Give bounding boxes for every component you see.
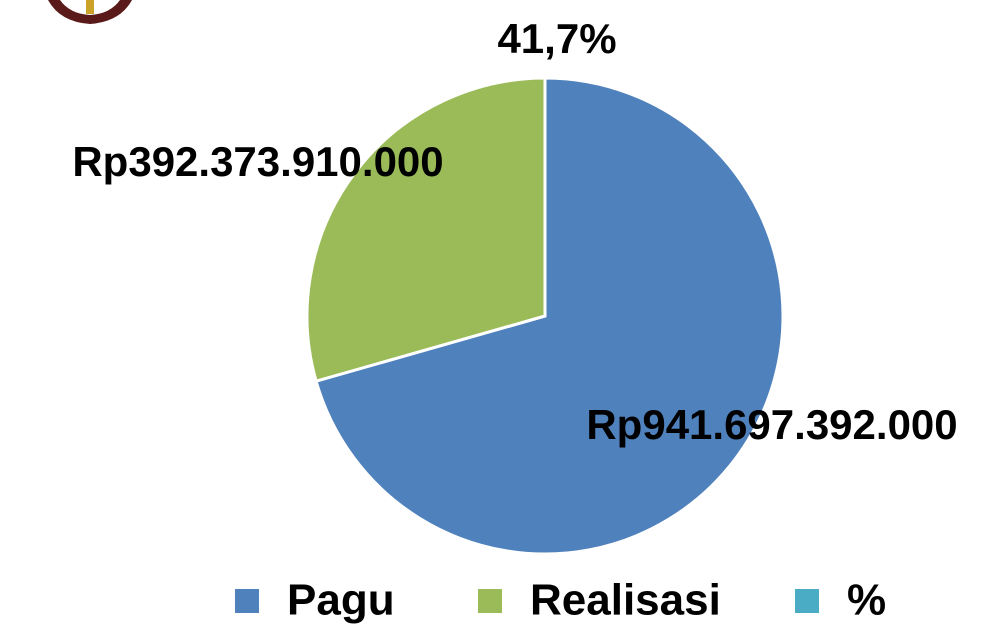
pie-slice (314, 76, 785, 556)
data-label: Rp941.697.392.000 (586, 401, 957, 448)
pie-slice (305, 76, 547, 383)
legend-label: % (847, 576, 886, 625)
legend-label: Pagu (287, 576, 395, 625)
data-label: 41,7% (497, 15, 616, 62)
data-label: Rp392.373.910.000 (72, 138, 443, 185)
legend-swatch (235, 589, 259, 613)
legend-swatch (478, 589, 502, 613)
legend-swatch (795, 589, 819, 613)
legend-label: Realisasi (530, 576, 721, 625)
logo-fragment (48, 0, 132, 24)
